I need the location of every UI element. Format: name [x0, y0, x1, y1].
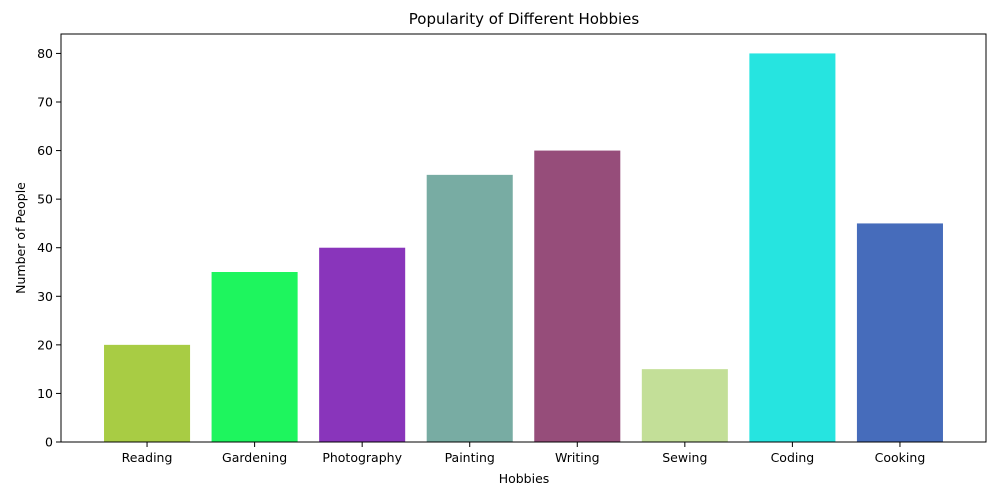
y-tick-label: 20	[37, 337, 53, 352]
bars-group	[104, 53, 943, 443]
bar-photography	[319, 247, 406, 442]
bar-coding	[749, 53, 836, 443]
x-tick-label: Sewing	[662, 450, 707, 465]
y-axis-title: Number of People	[13, 182, 28, 294]
y-tick-label: 0	[45, 435, 53, 450]
y-tick-label: 40	[37, 240, 53, 255]
x-axis-title: Hobbies	[499, 471, 550, 486]
y-tick-label: 60	[37, 143, 53, 158]
x-tick-label: Cooking	[875, 450, 926, 465]
bar-sewing	[641, 369, 728, 442]
bar-cooking	[856, 223, 943, 442]
y-tick-label: 50	[37, 192, 53, 207]
y-tick-label: 10	[37, 386, 53, 401]
y-tick-label: 30	[37, 289, 53, 304]
bar-gardening	[211, 272, 298, 442]
x-tick-label: Painting	[445, 450, 495, 465]
plot-frame	[60, 33, 987, 443]
bar-painting	[426, 174, 513, 442]
chart-title: Popularity of Different Hobbies	[409, 10, 640, 28]
y-tick-label: 80	[37, 46, 53, 61]
x-axis-ticks: Reading Gardening Photography Painting Writi…	[122, 442, 926, 465]
bar-writing	[534, 150, 621, 443]
x-tick-label: Photography	[322, 450, 402, 465]
x-tick-label: Reading	[122, 450, 173, 465]
bar-reading	[104, 344, 191, 442]
x-tick-label: Coding	[771, 450, 815, 465]
x-tick-label: Gardening	[222, 450, 287, 465]
y-tick-label: 70	[37, 95, 53, 110]
x-tick-label: Writing	[555, 450, 600, 465]
y-axis-ticks: 0 10 20 30 40 50 60 70 80	[37, 46, 61, 450]
